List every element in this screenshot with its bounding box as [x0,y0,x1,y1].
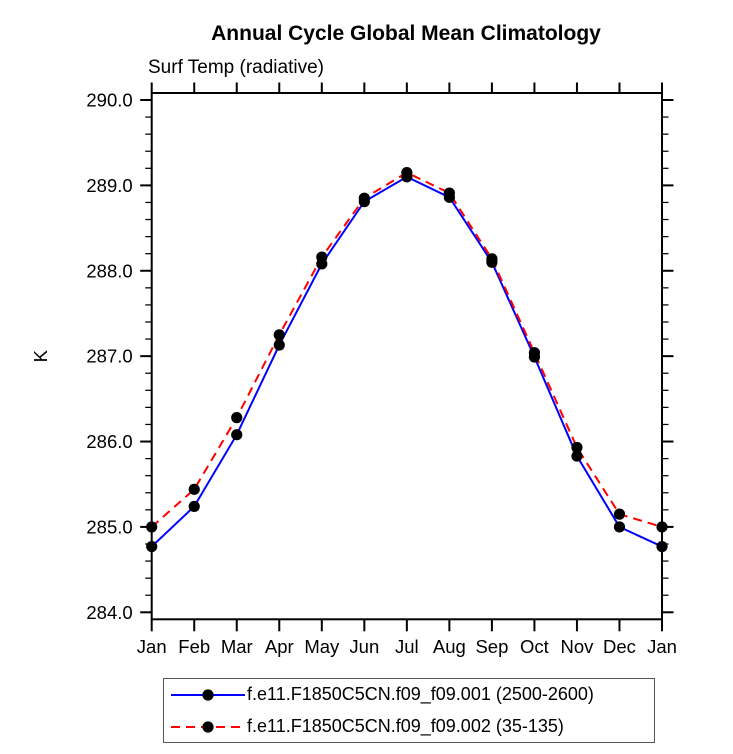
x-tick-label: Mar [221,636,253,657]
x-axis-ticks [150,82,663,632]
x-tick-label: Nov [560,636,594,657]
legend-line-sample-solid [171,688,245,701]
series-0-markers [146,171,668,553]
legend: f.e11.F1850C5CN.f09_f09.001 (2500-2600) … [163,678,655,743]
legend-item-series-1: f.e11.F1850C5CN.f09_f09.002 (35-135) [164,713,654,741]
x-tick-label: Jan [647,636,677,657]
x-tick-label: Dec [603,636,636,657]
x-tick-label: Jan [137,636,167,657]
chart-subtitle: Surf Temp (radiative) [148,57,324,78]
chart-title: Annual Cycle Global Mean Climatology [211,22,601,45]
x-tick-label: Sep [475,636,508,657]
series-1-markers [146,166,668,533]
x-tick-label: Apr [265,636,294,657]
x-tick-label: Jul [395,636,419,657]
legend-label-series-1: f.e11.F1850C5CN.f09_f09.002 (35-135) [247,716,564,736]
x-tick-label: Oct [520,636,549,657]
series-0-line [151,175,663,548]
y-tick-label: 287.0 [86,346,132,367]
y-tick-label: 285.0 [86,516,132,537]
legend-line-sample-dashed [171,720,245,733]
y-tick-label: 289.0 [86,175,132,196]
x-axis-tick-labels: Jan Feb Mar Apr May Jun Jul Aug Sep Oct Nov Dec Jan [137,636,677,657]
y-axis-label: K [30,349,51,362]
x-tick-label: Aug [433,636,466,657]
x-tick-label: May [304,636,340,657]
y-axis-tick-labels: 284.0 285.0 286.0 287.0 288.0 289.0 290.0 [86,90,132,623]
y-tick-label: 284.0 [86,602,132,623]
series-1-line [151,171,663,528]
legend-label-series-0: f.e11.F1850C5CN.f09_f09.001 (2500-2600) [247,684,594,704]
y-tick-label: 286.0 [86,431,132,452]
legend-item-series-0: f.e11.F1850C5CN.f09_f09.001 (2500-2600) [164,681,654,709]
y-tick-label: 288.0 [86,260,132,281]
x-tick-label: Jun [349,636,379,657]
y-axis-ticks [140,99,674,614]
x-tick-label: Feb [178,636,210,657]
y-tick-label: 290.0 [86,90,132,111]
